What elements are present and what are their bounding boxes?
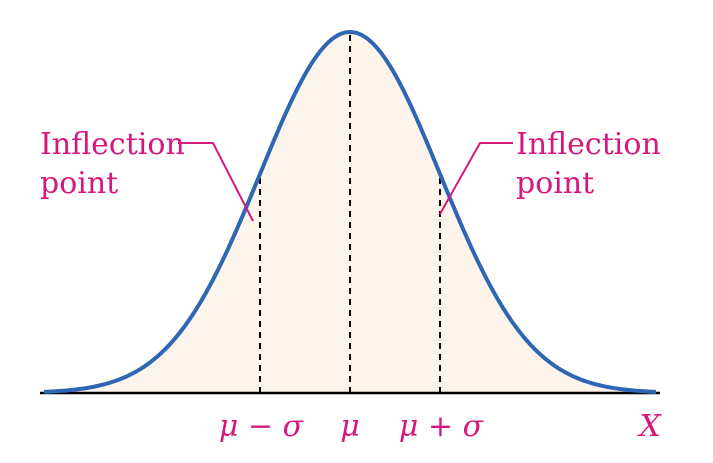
tick-label-mu-minus-sigma: μ − σ xyxy=(219,409,305,444)
inflection-label-right-line2: point xyxy=(516,166,594,201)
leader-line-right xyxy=(439,142,513,215)
tick-label-mu: μ xyxy=(340,409,360,444)
tick-label-mu-plus-sigma: μ + σ xyxy=(399,409,485,444)
inflection-label-left-line2: point xyxy=(40,166,118,201)
inflection-label-right-line1: Inflection xyxy=(516,127,661,162)
normal-curve xyxy=(43,29,657,394)
leader-line-left xyxy=(178,142,254,222)
inflection-label-left-line1: Inflection xyxy=(40,127,185,162)
axis-variable-label: X xyxy=(637,409,662,444)
